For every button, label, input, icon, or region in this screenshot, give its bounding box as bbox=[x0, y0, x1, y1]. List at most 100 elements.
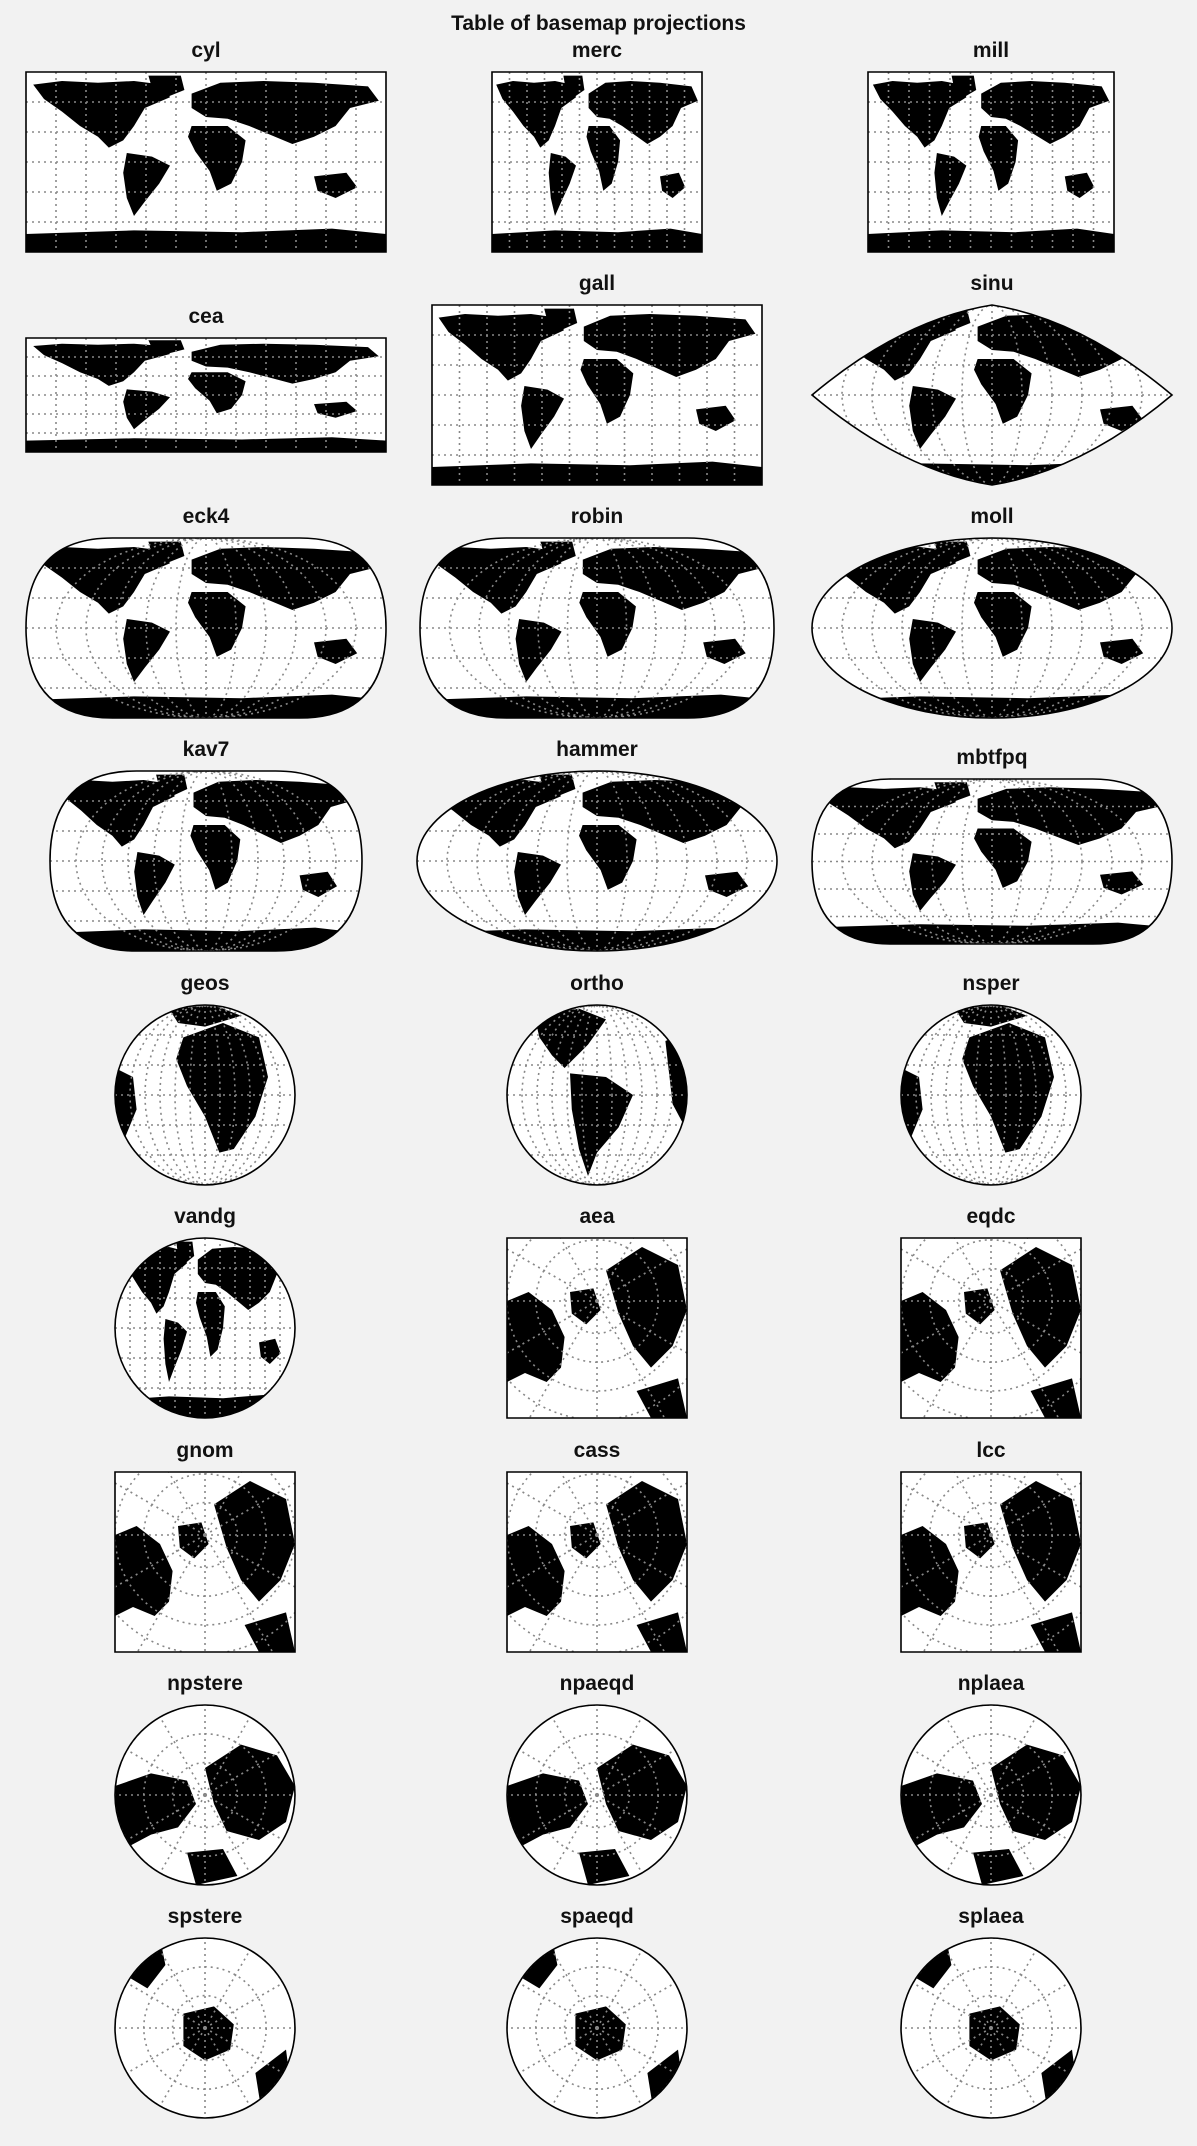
map-panel-gall: gall bbox=[431, 272, 763, 486]
map-panel-nplaea: nplaea bbox=[900, 1672, 1082, 1886]
map-ortho bbox=[506, 1004, 688, 1186]
map-panel-robin: robin bbox=[419, 505, 775, 719]
map-boundary bbox=[900, 1237, 1082, 1419]
map-title: splaea bbox=[958, 1905, 1024, 1928]
map-panel-moll: moll bbox=[811, 505, 1173, 719]
map-robin bbox=[419, 537, 775, 719]
map-title: kav7 bbox=[182, 738, 230, 761]
map-kav7 bbox=[49, 770, 363, 952]
figure-title: Table of basemap projections bbox=[451, 12, 746, 35]
map-panel-nsper: nsper bbox=[900, 972, 1082, 1186]
map-title: eqdc bbox=[966, 1205, 1016, 1228]
map-boundary bbox=[431, 304, 763, 486]
map-boundary bbox=[900, 1004, 1082, 1186]
map-boundary bbox=[900, 1704, 1082, 1886]
map-panel-sinu: sinu bbox=[810, 272, 1174, 486]
map-panel-gnom: gnom bbox=[114, 1439, 296, 1653]
landmass bbox=[812, 782, 1172, 944]
map-title: mbtfpq bbox=[956, 746, 1028, 769]
map-title: sinu bbox=[970, 272, 1014, 295]
graticule bbox=[901, 1005, 1081, 1185]
map-title: cyl bbox=[191, 39, 221, 62]
graticule bbox=[26, 338, 386, 452]
map-title: lcc bbox=[976, 1439, 1006, 1462]
map-title: merc bbox=[571, 39, 623, 62]
map-panel-geos: geos bbox=[114, 972, 296, 1186]
map-title: npstere bbox=[167, 1672, 243, 1695]
graticule bbox=[812, 538, 1172, 718]
map-panel-kav7: kav7 bbox=[49, 738, 363, 952]
map-title: gnom bbox=[176, 1439, 234, 1462]
landmass bbox=[901, 1247, 1081, 1418]
map-npaeqd bbox=[506, 1704, 688, 1886]
map-panel-ortho: ortho bbox=[506, 972, 688, 1186]
map-spstere bbox=[114, 1937, 296, 2119]
map-panel-cyl: cyl bbox=[25, 39, 387, 253]
map-cea bbox=[25, 337, 387, 453]
map-cyl bbox=[25, 71, 387, 253]
map-title: nsper bbox=[962, 972, 1020, 995]
map-boundary bbox=[114, 1704, 296, 1886]
map-gnom bbox=[114, 1471, 296, 1653]
map-panel-mill: mill bbox=[867, 39, 1115, 253]
map-boundary bbox=[506, 1937, 688, 2119]
map-boundary bbox=[114, 1937, 296, 2119]
map-panel-hammer: hammer bbox=[416, 738, 778, 952]
graticule bbox=[432, 305, 762, 485]
map-boundary bbox=[506, 1471, 688, 1653]
graticule bbox=[868, 72, 1114, 252]
map-panel-merc: merc bbox=[491, 39, 703, 253]
map-moll bbox=[811, 537, 1173, 719]
map-boundary bbox=[900, 1937, 1082, 2119]
map-panel-spstere: spstere bbox=[114, 1905, 296, 2119]
map-gall bbox=[431, 304, 763, 486]
map-boundary bbox=[25, 71, 387, 253]
map-title: robin bbox=[570, 505, 624, 528]
map-spaeqd bbox=[506, 1937, 688, 2119]
map-title: spaeqd bbox=[560, 1905, 634, 1928]
map-panel-splaea: splaea bbox=[900, 1905, 1082, 2119]
map-boundary bbox=[506, 1704, 688, 1886]
map-panel-npstere: npstere bbox=[114, 1672, 296, 1886]
map-aea bbox=[506, 1237, 688, 1419]
map-panel-vandg: vandg bbox=[114, 1205, 296, 1419]
graticule bbox=[507, 1005, 687, 1185]
graticule bbox=[115, 1938, 295, 2118]
map-title: aea bbox=[579, 1205, 615, 1228]
map-eqdc bbox=[900, 1237, 1082, 1419]
map-boundary bbox=[506, 1237, 688, 1419]
map-sinu bbox=[810, 304, 1174, 486]
map-vandg bbox=[114, 1237, 296, 1419]
map-title: cea bbox=[188, 305, 224, 328]
map-mill bbox=[867, 71, 1115, 253]
map-boundary bbox=[416, 770, 778, 952]
graticule bbox=[420, 538, 774, 718]
map-nsper bbox=[900, 1004, 1082, 1186]
graticule bbox=[26, 538, 386, 718]
map-hammer bbox=[416, 770, 778, 952]
map-panel-cass: cass bbox=[506, 1439, 688, 1653]
landmass bbox=[507, 1481, 687, 1652]
map-boundary bbox=[867, 71, 1115, 253]
map-boundary bbox=[114, 1471, 296, 1653]
map-panel-eck4: eck4 bbox=[25, 505, 387, 719]
landmass bbox=[901, 1481, 1081, 1652]
graticule bbox=[26, 72, 386, 252]
map-boundary bbox=[25, 337, 387, 453]
map-boundary bbox=[491, 71, 703, 253]
map-boundary bbox=[49, 770, 363, 952]
map-panel-eqdc: eqdc bbox=[900, 1205, 1082, 1419]
map-panel-mbtfpq: mbtfpq bbox=[811, 746, 1173, 945]
map-cass bbox=[506, 1471, 688, 1653]
landmass bbox=[507, 1744, 687, 1885]
map-title: ortho bbox=[570, 972, 624, 995]
map-title: hammer bbox=[556, 738, 638, 761]
map-panel-lcc: lcc bbox=[900, 1439, 1082, 1653]
map-npstere bbox=[114, 1704, 296, 1886]
map-title: npaeqd bbox=[559, 1672, 635, 1695]
map-title: moll bbox=[970, 505, 1014, 528]
map-title: spstere bbox=[167, 1905, 243, 1928]
map-boundary bbox=[419, 537, 775, 719]
map-lcc bbox=[900, 1471, 1082, 1653]
graticule bbox=[812, 779, 1172, 944]
